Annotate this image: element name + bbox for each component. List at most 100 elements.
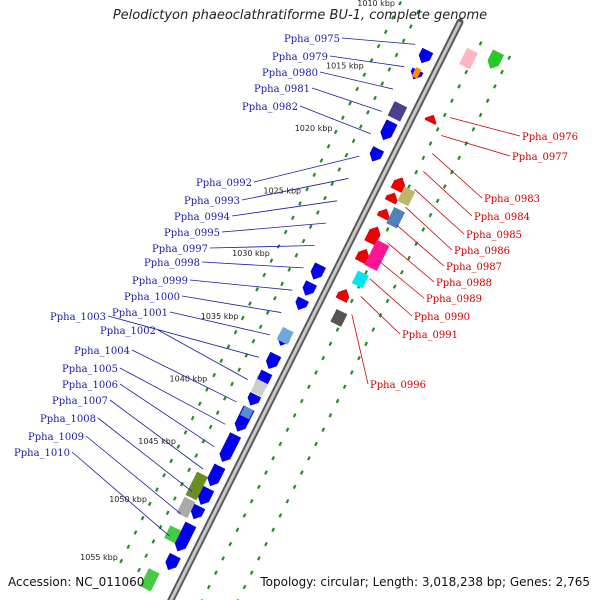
track-dot <box>126 544 131 550</box>
track-dot <box>357 355 361 361</box>
track-dot <box>314 441 318 447</box>
track-dot <box>348 101 352 106</box>
track-dot <box>271 527 276 533</box>
tick-label-layer: 1010 kbp 1015 kbp 1020 kbp 1025 kbp 1030 kbp… <box>80 0 395 562</box>
track-dot <box>235 527 240 533</box>
cds-block-grey <box>250 378 268 397</box>
tick-label: 1010 kbp <box>357 0 395 8</box>
tick-label: 1020 kbp <box>295 124 333 133</box>
track-dot <box>351 138 356 144</box>
track-dot <box>385 227 390 232</box>
cds-block-khaki <box>397 186 416 207</box>
leader-line-forward <box>107 315 259 358</box>
track-dot <box>333 129 338 135</box>
track-dot <box>387 67 392 72</box>
track-dot <box>421 155 426 161</box>
reverse-cds-arrow <box>424 114 437 126</box>
track-dot <box>176 444 181 449</box>
track-dot <box>349 298 354 304</box>
track-dot <box>137 567 141 573</box>
gene-label-reverse: Ppha_0990 <box>414 312 470 323</box>
track-dot <box>321 427 326 432</box>
track-dot <box>471 127 476 132</box>
track-dot <box>407 255 411 261</box>
gene-label-forward: Ppha_0999 <box>132 276 188 287</box>
leader-line-forward <box>341 37 416 45</box>
track-dot <box>314 370 318 375</box>
leader-line-forward <box>85 435 181 515</box>
track-dot <box>507 55 512 61</box>
cds-block-green2 <box>139 568 160 592</box>
dot-track-layer <box>119 0 512 600</box>
track-dot <box>421 227 426 232</box>
track-dot <box>457 84 461 89</box>
reverse-cds-arrow <box>390 177 406 194</box>
track-dot <box>408 24 413 29</box>
leader-line-reverse <box>423 171 473 217</box>
track-dot <box>219 358 224 364</box>
track-dot <box>162 472 166 478</box>
track-dot <box>464 69 469 75</box>
leader-line-forward <box>253 155 360 183</box>
forward-cds-arrow <box>310 262 327 280</box>
leader-line-reverse <box>414 188 465 235</box>
track-dot <box>280 281 284 287</box>
leader-line-forward <box>209 245 315 249</box>
leader-line-forward <box>131 349 237 403</box>
track-dot <box>292 484 297 490</box>
track-dot <box>364 270 369 275</box>
cds-block-purple <box>387 101 408 122</box>
track-dot <box>380 81 385 86</box>
leader-line-forward <box>241 178 349 201</box>
track-dot <box>321 355 326 361</box>
track-dot <box>197 401 202 407</box>
track-dot <box>400 270 404 275</box>
track-dot <box>307 455 311 461</box>
track-dot <box>249 498 254 504</box>
track-dot <box>214 570 218 575</box>
track-dot <box>435 198 440 204</box>
leader-line-forward <box>329 55 405 68</box>
cds-block-cyan <box>351 270 369 289</box>
cds-block-green <box>164 525 182 544</box>
track-dot <box>237 367 242 373</box>
track-dot <box>335 327 340 332</box>
leader-line-reverse <box>450 117 521 137</box>
leader-line-forward <box>169 311 271 336</box>
track-dot <box>305 186 310 192</box>
track-dot <box>355 86 360 92</box>
track-dot <box>344 152 349 158</box>
track-dot <box>391 15 395 20</box>
gene-label-reverse: Ppha_0977 <box>512 152 568 163</box>
track-dot <box>223 396 227 401</box>
gene-label-layer: Ppha_0975 Ppha_0979 Ppha_0980 Ppha_0981 Ppha… <box>14 34 578 459</box>
summary-text: Topology: circular; Length: 3,018,238 bp… <box>260 575 590 589</box>
track-dot <box>264 470 268 475</box>
gene-label-reverse: Ppha_0991 <box>402 330 458 341</box>
track-dot <box>278 513 283 518</box>
track-dot <box>228 541 233 547</box>
reverse-cds-arrow <box>376 208 390 221</box>
gene-label-forward: Ppha_0992 <box>196 178 252 189</box>
track-dot <box>269 258 274 263</box>
track-dot <box>323 195 327 201</box>
forward-cds-arrow <box>165 552 181 571</box>
track-dot <box>383 29 388 35</box>
gene-label-reverse: Ppha_0987 <box>446 262 502 273</box>
track-dot <box>450 98 454 103</box>
track-dot <box>240 315 245 321</box>
gene-label-forward: Ppha_0994 <box>174 212 230 223</box>
leader-line-forward <box>189 279 293 291</box>
forward-cds-arrow <box>302 280 318 296</box>
cds-block-orange <box>411 67 422 79</box>
gene-label-forward: Ppha_0995 <box>164 228 220 239</box>
track-dot <box>215 410 220 415</box>
track-dot <box>133 530 138 535</box>
gene-label-reverse: Ppha_0985 <box>466 230 522 241</box>
track-dot <box>264 541 268 547</box>
track-dot <box>285 498 290 504</box>
track-dot <box>265 310 270 315</box>
track-dot <box>187 467 191 473</box>
track-dot <box>248 301 252 306</box>
track-dot <box>230 381 234 387</box>
